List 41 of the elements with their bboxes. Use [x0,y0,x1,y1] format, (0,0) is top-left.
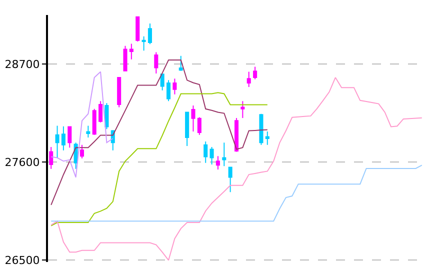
candlestick [166,80,171,102]
candlestick [154,52,158,74]
line-series [50,77,422,261]
y-tick-label: 28700 [4,58,40,71]
candlestick [123,45,128,72]
y-tick-label: 27600 [4,156,40,169]
candlestick [129,43,134,60]
y-tick-label: 26500 [4,254,40,268]
candlestick [246,71,251,88]
candlestick [92,108,96,136]
candlestick [216,156,220,170]
candlestick [68,126,72,148]
candlestick [142,36,146,52]
candlestick [185,112,190,146]
line-series [50,71,114,178]
candlestick [222,142,226,167]
candlestick [80,144,84,159]
line-series [50,92,268,226]
candlestick [117,77,122,108]
candlestick [204,141,208,164]
candlestick [234,117,239,152]
candlestick [49,146,54,170]
line-series [50,164,422,222]
candlestick [228,166,232,193]
candlestick [178,55,183,72]
candlestick [160,74,164,91]
candlestick [240,100,245,118]
candlestick [259,113,264,146]
line-series [50,60,268,206]
candlestick [136,16,140,42]
candlestick [61,126,66,151]
candlestick [191,105,196,132]
candlestick [197,116,202,136]
candlestick [172,78,177,95]
candlestick [210,146,214,165]
candlestick [148,23,152,45]
candlestick [86,125,90,138]
candlestick [55,125,60,158]
candlestick [265,130,270,146]
candlestick [253,66,258,80]
candlestick [98,100,103,123]
